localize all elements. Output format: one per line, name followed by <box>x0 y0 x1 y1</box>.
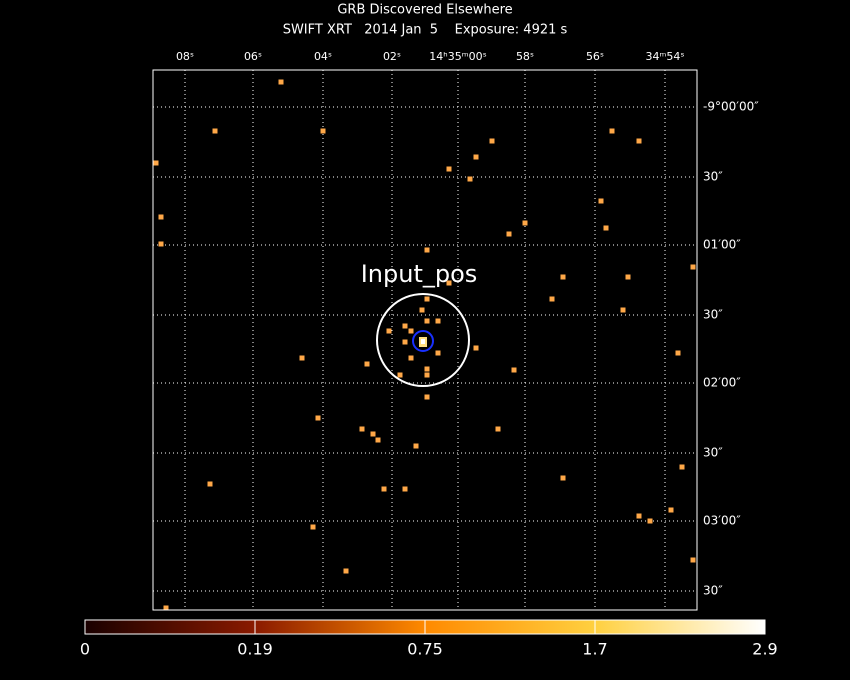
photon <box>402 486 408 492</box>
title: GRB Discovered Elsewhere <box>337 3 512 18</box>
photon <box>421 339 425 344</box>
photon <box>690 557 696 563</box>
photon <box>153 160 159 166</box>
photon <box>364 361 370 367</box>
labels: 08ˢ 06ˢ 04ˢ 02ˢ 14ʰ35ᵐ00ˢ 58ˢ 56ˢ 34ᵐ54ˢ -9°00′0… <box>80 50 778 659</box>
photon <box>446 280 452 286</box>
photon <box>375 437 381 443</box>
photon <box>598 198 604 204</box>
photon <box>370 431 376 437</box>
photon <box>636 513 642 519</box>
source-circle <box>376 293 470 387</box>
photon <box>636 138 642 144</box>
ra-tick-label: 56ˢ <box>586 50 604 63</box>
photon <box>446 166 452 172</box>
photon <box>549 296 555 302</box>
photon <box>158 241 164 247</box>
subtitle: SWIFT XRT 2014 Jan 5 Exposure: 4921 s <box>283 23 568 38</box>
frame <box>152 69 698 611</box>
photon <box>343 568 349 574</box>
photon <box>522 220 528 226</box>
photon <box>212 128 218 134</box>
photon <box>473 345 479 351</box>
photon <box>435 350 441 356</box>
photon <box>386 328 392 334</box>
dec-tick-label: 30″ <box>703 446 723 460</box>
photon <box>207 481 213 487</box>
ra-tick-label: 04ˢ <box>314 50 332 63</box>
grid <box>153 70 697 610</box>
photon <box>424 394 430 400</box>
photon <box>424 372 430 378</box>
photon <box>413 443 419 449</box>
photon <box>424 296 430 302</box>
photon <box>560 475 566 481</box>
photon <box>609 128 615 134</box>
photon <box>158 214 164 220</box>
ra-tick-label: 34ᵐ54ˢ <box>646 50 685 63</box>
photon <box>435 318 441 324</box>
dec-tick-label: 30″ <box>703 584 723 598</box>
photon <box>278 79 284 85</box>
colorbar-label: 0 <box>80 640 90 659</box>
colorbar-label: 2.9 <box>752 640 777 659</box>
dec-tick-label: 30″ <box>703 170 723 184</box>
photon <box>408 328 414 334</box>
dec-tick-label: -9°00′00″ <box>703 100 759 114</box>
photon <box>679 464 685 470</box>
photon <box>424 366 430 372</box>
photon <box>473 154 479 160</box>
photon <box>495 426 501 432</box>
dec-tick-label: 01′00″ <box>703 238 741 252</box>
photon <box>603 225 609 231</box>
annotation: Input_pos <box>361 260 478 288</box>
ra-tick-label: 06ˢ <box>244 50 262 63</box>
photon <box>625 274 631 280</box>
photon <box>381 486 387 492</box>
photon <box>402 323 408 329</box>
dec-tick-label: 30″ <box>703 308 723 322</box>
photon <box>489 138 495 144</box>
photon <box>299 355 305 361</box>
photon <box>620 307 626 313</box>
ra-tick-label: 58ˢ <box>516 50 534 63</box>
photon <box>402 339 408 345</box>
photon <box>467 176 473 182</box>
colorbar-label: 0.75 <box>407 640 443 659</box>
photon <box>163 605 169 611</box>
photon <box>511 367 517 373</box>
dec-tick-label: 02′00″ <box>703 376 741 390</box>
photon <box>320 128 326 134</box>
photon <box>419 307 425 313</box>
photon <box>647 518 653 524</box>
photon <box>668 507 674 513</box>
photon <box>560 274 566 280</box>
photon <box>690 264 696 270</box>
photon <box>359 426 365 432</box>
photons <box>153 79 696 611</box>
colorbar-label: 0.19 <box>237 640 273 659</box>
photon <box>506 231 512 237</box>
photon <box>408 355 414 361</box>
photon <box>310 524 316 530</box>
position-circle <box>412 330 434 352</box>
dec-tick-label: 03′00″ <box>703 514 741 528</box>
photon <box>315 415 321 421</box>
photon <box>424 318 430 324</box>
photon <box>424 247 430 253</box>
ra-tick-label: 08ˢ <box>176 50 194 63</box>
colorbar-label: 1.7 <box>582 640 607 659</box>
ra-tick-label: 14ʰ35ᵐ00ˢ <box>429 50 486 63</box>
ra-tick-label: 02ˢ <box>383 50 401 63</box>
photon <box>397 372 403 378</box>
photon <box>675 350 681 356</box>
